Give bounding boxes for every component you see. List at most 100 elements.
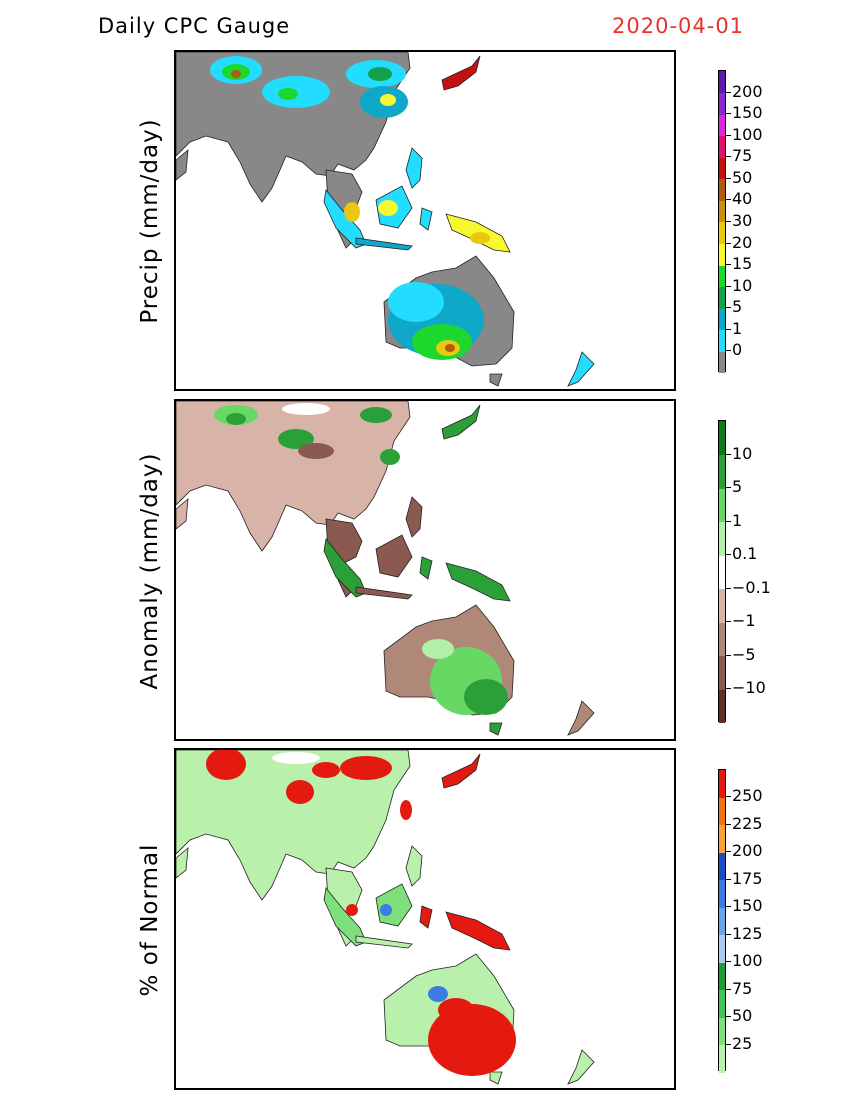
colorbar-segment xyxy=(719,907,725,936)
anomaly-map xyxy=(174,399,676,741)
percent-map xyxy=(174,748,676,1090)
colorbar-segment xyxy=(719,1017,725,1046)
colorbar-segment xyxy=(719,488,725,523)
colorbar-tick xyxy=(726,878,731,880)
colorbar-tick xyxy=(726,221,731,222)
colorbar-segment xyxy=(719,555,725,590)
colorbar-tick-label: 250 xyxy=(732,786,763,806)
colorbar-tick-label: 225 xyxy=(732,813,763,833)
colorbar-tick-label: 10 xyxy=(732,443,753,463)
colorbar-tick-label: 125 xyxy=(732,923,763,943)
precip-colorbar-labels: 0 1 5 10 15 20 30 40 50 75 100 150 200 xyxy=(726,70,812,372)
colorbar-tick xyxy=(726,851,731,853)
colorbar-tick-label: 150 xyxy=(732,896,763,916)
colorbar-tick-label: 175 xyxy=(732,868,763,888)
colorbar-segment xyxy=(719,1044,725,1073)
colorbar-tick-label: 20 xyxy=(732,232,753,252)
percent-axis-label: % of Normal xyxy=(137,843,163,997)
colorbar-tick xyxy=(726,487,731,489)
colorbar-tick-label: 0.1 xyxy=(732,544,758,564)
colorbar-tick xyxy=(726,688,731,690)
colorbar-tick xyxy=(726,621,731,623)
colorbar-segment xyxy=(719,114,725,137)
colorbar-tick-label: 1 xyxy=(732,510,743,530)
colorbar-tick-label: 0 xyxy=(732,340,743,360)
colorbar-segment xyxy=(719,521,725,556)
colorbar-tick xyxy=(726,453,731,455)
colorbar-tick xyxy=(726,1016,731,1018)
colorbar-tick xyxy=(726,328,731,330)
colorbar-tick xyxy=(726,199,731,201)
colorbar-tick xyxy=(726,1043,731,1045)
colorbar-segment xyxy=(719,797,725,826)
colorbar-tick-label: 100 xyxy=(732,951,763,971)
colorbar-tick-label: 150 xyxy=(732,103,763,123)
anomaly-colorbar-labels: −10 −5 −1 −0.1 0.1 1 5 10 xyxy=(726,420,812,722)
colorbar-tick xyxy=(726,587,731,589)
colorbar-segment xyxy=(719,852,725,881)
colorbar-tick xyxy=(726,285,731,287)
colorbar-segment xyxy=(719,655,725,690)
colorbar-segment xyxy=(719,135,725,158)
colorbar-segment xyxy=(719,454,725,489)
colorbar-tick-label: 40 xyxy=(732,189,753,209)
colorbar-tick-label: −1 xyxy=(732,611,756,631)
colorbar-tick-label: −0.1 xyxy=(732,577,771,597)
colorbar-tick xyxy=(726,933,731,935)
colorbar-tick-label: 100 xyxy=(732,124,763,144)
colorbar-tick-label: 25 xyxy=(732,1033,753,1053)
colorbar-tick-label: 1 xyxy=(732,318,743,338)
colorbar-tick xyxy=(726,796,731,798)
colorbar-tick xyxy=(726,177,731,179)
colorbar-tick-label: 5 xyxy=(732,297,743,317)
colorbar-tick xyxy=(726,242,731,244)
anomaly-axis-label: Anomaly (mm/day) xyxy=(137,452,163,690)
colorbar-segment xyxy=(719,879,725,908)
colorbar-segment xyxy=(719,824,725,853)
colorbar-tick xyxy=(726,906,731,908)
colorbar-segment xyxy=(719,178,725,201)
colorbar-segment xyxy=(719,308,725,331)
colorbar-segment xyxy=(719,622,725,657)
colorbar-tick-label: 200 xyxy=(732,81,763,101)
anomaly-colorbar xyxy=(718,420,726,724)
colorbar-tick xyxy=(726,91,731,93)
colorbar-segment xyxy=(719,770,725,798)
colorbar-tick xyxy=(726,554,731,556)
colorbar-segment xyxy=(719,588,725,623)
colorbar-tick-label: 30 xyxy=(732,211,753,230)
colorbar-tick-label: 50 xyxy=(732,1006,753,1026)
colorbar-tick xyxy=(726,520,731,522)
colorbar-segment xyxy=(719,286,725,309)
colorbar-segment xyxy=(719,689,725,724)
colorbar-segment xyxy=(719,243,725,266)
colorbar-segment xyxy=(719,421,725,455)
colorbar-tick-label: 75 xyxy=(732,146,753,166)
colorbar-tick xyxy=(726,823,731,825)
colorbar-tick-label: 5 xyxy=(732,477,743,497)
colorbar-segment xyxy=(719,92,725,115)
colorbar-segment xyxy=(719,200,725,223)
colorbar-tick-label: −5 xyxy=(732,644,756,664)
colorbar-tick-label: 50 xyxy=(732,167,753,187)
map-title: Daily CPC Gauge xyxy=(98,14,291,38)
colorbar-tick xyxy=(726,654,731,656)
colorbar-segment xyxy=(719,989,725,1018)
colorbar-segment xyxy=(719,329,725,352)
colorbar-tick-label: −10 xyxy=(732,678,766,698)
colorbar-tick-label: 75 xyxy=(732,978,753,998)
percent-colorbar xyxy=(718,769,726,1073)
colorbar-segment xyxy=(719,962,725,991)
colorbar-segment xyxy=(719,265,725,288)
colorbar-tick-label: 15 xyxy=(732,254,753,274)
colorbar-tick xyxy=(726,350,731,352)
colorbar-tick xyxy=(726,134,731,136)
precip-map xyxy=(174,50,676,391)
colorbar-tick xyxy=(726,961,731,963)
colorbar-tick xyxy=(726,307,731,309)
colorbar-segment xyxy=(719,222,725,244)
colorbar-tick-label: 10 xyxy=(732,275,753,295)
colorbar-tick-label: 200 xyxy=(732,841,763,861)
colorbar-segment xyxy=(719,351,725,374)
map-date: 2020-04-01 xyxy=(612,14,745,38)
